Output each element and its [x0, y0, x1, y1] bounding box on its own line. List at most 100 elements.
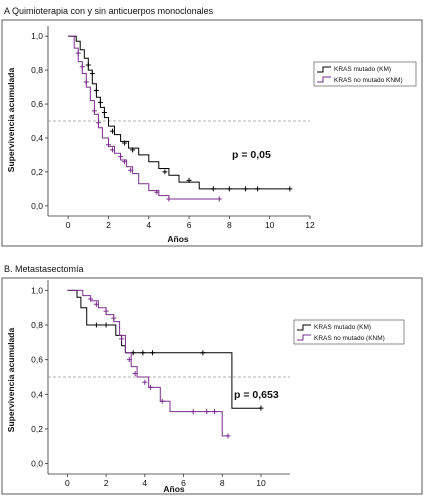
panel-b-legend-swatch-km [297, 324, 311, 331]
panel-a-x-axis-title: Años [167, 234, 189, 244]
panel-a-censor-mark-knm [91, 108, 97, 114]
panel-b-p-value: p = 0,653 [234, 389, 279, 401]
panel-a-x-tick-label: 10 [265, 220, 275, 230]
panel-b-x-tick-label: 10 [256, 478, 266, 488]
panel-b-censor-mark-km [258, 405, 264, 411]
panel-b-y-tick-label: 1,0 [31, 285, 43, 295]
panel-b-y-axis-title: Supervivencia acumulada [6, 328, 16, 433]
panel-b-censor-mark-knm [225, 433, 231, 439]
panel-b-frame [1, 277, 423, 495]
panel-b-y-tick-label: 0,2 [31, 424, 43, 434]
panel-b-y-tick-label: 0,8 [31, 320, 43, 330]
panel-a-legend-label-knm: KRAS no mutado KNM) [334, 77, 403, 84]
panel-b-x-tick-label: 0 [65, 478, 70, 488]
panel-a-censor-mark-knm [122, 159, 128, 165]
panel-b-y-tick-label: 0,6 [31, 355, 43, 365]
panel-b-x-axis-title: Años [163, 484, 185, 494]
panel-a-y-tick-label: 0,0 [31, 201, 43, 211]
panel-b-censor-mark-knm [119, 336, 125, 342]
panel-b-censor-mark-knm [211, 409, 217, 415]
panel-b-censor-mark-knm [159, 398, 165, 404]
panel-a-censor-mark-km [130, 147, 136, 153]
panel-b-legend: KRAS mutado (KM) KRAS no mutado (KNM) [293, 319, 405, 345]
panel-b-censor-mark-knm [93, 301, 99, 307]
panel-b-censor-mark-knm [132, 371, 138, 377]
panel-b-censor-mark-km [103, 322, 109, 328]
panel-a-x-tick-label: 4 [146, 220, 151, 230]
panel-a-censor-mark-knm [216, 196, 222, 202]
panel-b-censor-mark-knm [111, 315, 117, 321]
panel-b-x-tick-label: 8 [220, 478, 225, 488]
panel-a-censor-mark-km [287, 186, 293, 192]
panel-a-y-tick-label: 0,2 [31, 167, 43, 177]
panel-a-y-tick-label: 1,0 [31, 31, 43, 41]
panel-a-censor-mark-knm [105, 142, 111, 148]
panel-a-censor-mark-knm [79, 64, 85, 70]
panel-a-censor-mark-km [122, 140, 128, 146]
panel-a-censor-mark-km [85, 62, 91, 68]
panel-b-censor-mark-knm [88, 296, 94, 302]
panel-b-censor-mark-knm [126, 357, 132, 363]
panel-b-survival-curve-km [67, 289, 261, 409]
panel-a-legend-swatch-km [317, 66, 331, 73]
panel-a-survival-curve-knm [68, 35, 220, 200]
panel-a-x-tick-label: 2 [106, 220, 111, 230]
panel-a-censor-mark-km [162, 169, 168, 175]
panel-a-censor-mark-knm [75, 50, 81, 56]
panel-b-censor-mark-km [93, 322, 99, 328]
panel-a-x-tick-label: 6 [187, 220, 192, 230]
panel-a-censor-mark-km [101, 110, 107, 116]
panel-a-censor-mark-knm [83, 79, 89, 85]
panel-b-title: B. Metastasectomía [4, 264, 84, 274]
panel-a-censor-mark-km [210, 186, 216, 192]
panel-a-legend-box [313, 61, 417, 87]
panel-b-censor-mark-knm [148, 384, 154, 390]
panel-b-censor-mark-km [150, 350, 156, 356]
panel-a-frame [1, 19, 423, 247]
panel-a-x-tick-label: 8 [227, 220, 232, 230]
panel-a-y-tick-label: 0,4 [31, 133, 43, 143]
panel-b-y-tick-label: 0,4 [31, 389, 43, 399]
panel-a-censor-mark-km [226, 186, 232, 192]
panel-a-censor-mark-km [97, 99, 103, 105]
panel-a-censor-mark-knm [154, 189, 160, 195]
panel-a-y-axis-title: Supervivencia acumulada [6, 68, 16, 173]
panel-b-censor-mark-km [140, 350, 146, 356]
panel-b-censor-mark-km [200, 350, 206, 356]
panel-b-legend-box [293, 319, 405, 345]
panel-a-censor-mark-km [109, 128, 115, 134]
panel-a-x-tick-label: 12 [305, 220, 315, 230]
panel-a-p-value: p = 0,05 [232, 149, 271, 161]
panel-b-censor-mark-knm [103, 308, 109, 314]
panel-b-censor-mark-knm [204, 409, 210, 415]
panel-b-x-tick-label: 6 [181, 478, 186, 488]
panel-a-censor-mark-km [93, 87, 99, 93]
panel-b-legend-label-knm: KRAS no mutado (KNM) [314, 335, 385, 342]
panel-b-y-tick-label: 0,0 [31, 459, 43, 469]
panel-a-title: A Quimioterapia con y sin anticuerpos mo… [4, 6, 214, 16]
panel-a-censor-mark-knm [95, 120, 101, 126]
panel-a-survival-curve-km [68, 35, 290, 190]
panel-a-legend-label-km: KRAS mutado (KM) [334, 66, 391, 73]
panel-a-x-tick-label: 0 [66, 220, 71, 230]
panel-b-legend-swatch-knm [297, 334, 311, 341]
panel-a-censor-mark-km [243, 186, 249, 192]
panel-a-censor-mark-knm [118, 154, 124, 160]
panel-a-censor-mark-knm [109, 147, 115, 153]
panel-a-censor-mark-knm [166, 196, 172, 202]
panel-b-survival-curve-knm [67, 289, 228, 437]
panel-a-censor-mark-knm [128, 167, 134, 173]
panel-b-x-tick-label: 4 [142, 478, 147, 488]
panel-a-y-tick-label: 0,6 [31, 99, 43, 109]
panel-a-y-tick-label: 0,8 [31, 65, 43, 75]
panel-a-censor-mark-km [255, 186, 261, 192]
panel-a: A Quimioterapia con y sin anticuerpos mo… [1, 6, 423, 247]
panel-a-legend-swatch-knm [317, 76, 331, 83]
panel-b-censor-mark-knm [142, 379, 148, 385]
panel-b-legend-label-km: KRAS mutado (KM) [314, 324, 371, 331]
panel-a-censor-mark-km [186, 177, 192, 183]
panel-a-legend: KRAS mutado (KM) KRAS no mutado KNM) [313, 61, 417, 87]
panel-b-censor-mark-knm [190, 409, 196, 415]
panel-b-x-tick-label: 2 [104, 478, 109, 488]
